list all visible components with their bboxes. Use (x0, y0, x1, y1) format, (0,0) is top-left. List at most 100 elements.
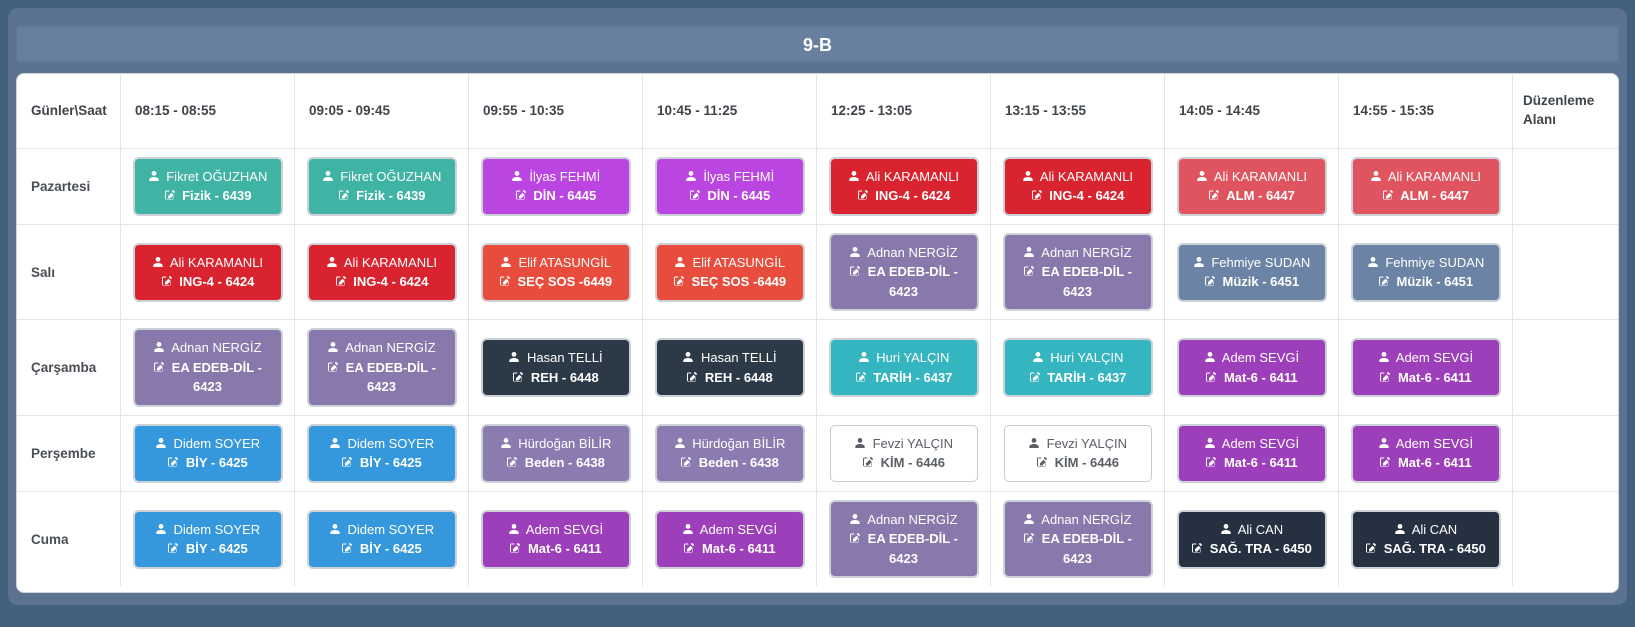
day-row-pazartesi: Pazartesi Fikret OĞUZHAN Fizik - 6439 Fi… (17, 147, 1618, 224)
lesson-course: Müzik - 6451 (1358, 272, 1494, 292)
lesson-badge[interactable]: Fikret OĞUZHAN Fizik - 6439 (134, 158, 281, 214)
lesson-teacher: Didem SOYER (140, 520, 276, 540)
user-icon (682, 522, 697, 537)
lesson-course: EA EDEB-DİL - 6423 (836, 262, 972, 301)
lesson-badge[interactable]: Ali KARAMANLI ING-4 - 6424 (1004, 158, 1151, 214)
edit-icon (1036, 455, 1051, 470)
lesson-cell: Huri YALÇIN TARİH - 6437 (991, 320, 1165, 415)
lesson-badge[interactable]: Ali CAN SAĞ. TRA - 6450 (1352, 511, 1499, 567)
lesson-badge[interactable]: Adem SEVGİ Mat-6 - 6411 (1178, 340, 1325, 396)
day-label: Salı (17, 224, 121, 320)
lesson-badge[interactable]: Adnan NERGİZ EA EDEB-DİL - 6423 (308, 330, 455, 405)
lesson-course: ALM - 6447 (1184, 186, 1320, 206)
lesson-badge[interactable]: Fehmiye SUDAN Müzik - 6451 (1178, 244, 1325, 300)
lesson-course: SAĞ. TRA - 6450 (1358, 539, 1494, 559)
time-header-3: 09:55 - 10:35 (469, 74, 643, 148)
lesson-badge[interactable]: Fehmiye SUDAN Müzik - 6451 (1352, 244, 1499, 300)
lesson-teacher: Hasan TELLİ (488, 348, 624, 368)
lesson-badge[interactable]: İlyas FEHMİ DİN - 6445 (482, 158, 629, 214)
lesson-cell: İlyas FEHMİ DİN - 6445 (643, 148, 817, 224)
lesson-course: BİY - 6425 (314, 539, 450, 559)
lesson-badge[interactable]: Huri YALÇIN TARİH - 6437 (1004, 340, 1151, 396)
lesson-badge[interactable]: Adnan NERGİZ EA EDEB-DİL - 6423 (1004, 234, 1151, 310)
lesson-cell: Ali KARAMANLI ALM - 6447 (1165, 148, 1339, 224)
user-icon (155, 436, 170, 451)
user-icon (1032, 350, 1047, 365)
lesson-badge[interactable]: Hasan TELLİ REH - 6448 (656, 340, 803, 396)
edit-icon (1023, 264, 1038, 279)
edit-icon (1208, 188, 1223, 203)
lesson-course: REH - 6448 (662, 368, 798, 388)
lesson-teacher: Fehmiye SUDAN (1358, 253, 1494, 273)
user-icon (1204, 350, 1219, 365)
lesson-badge[interactable]: Didem SOYER BİY - 6425 (308, 511, 455, 567)
lesson-badge[interactable]: Adem SEVGİ Mat-6 - 6411 (656, 511, 803, 567)
lesson-badge[interactable]: Adnan NERGİZ EA EDEB-DİL - 6423 (1004, 501, 1151, 577)
lesson-badge[interactable]: Adnan NERGİZ EA EDEB-DİL - 6423 (134, 330, 281, 405)
lesson-badge[interactable]: Ali KARAMANLI ING-4 - 6424 (134, 244, 281, 300)
lesson-teacher: Didem SOYER (314, 520, 450, 540)
lesson-badge[interactable]: Didem SOYER BİY - 6425 (134, 511, 281, 567)
lesson-badge[interactable]: Hürdoğan BİLİR Beden - 6438 (482, 425, 629, 481)
lesson-cell: Fehmiye SUDAN Müzik - 6451 (1339, 224, 1513, 320)
lesson-teacher: Adem SEVGİ (1184, 348, 1320, 368)
edit-area-cell (1513, 149, 1618, 224)
user-icon (500, 255, 515, 270)
user-icon (1220, 522, 1235, 537)
lesson-badge[interactable]: Ali KARAMANLI ALM - 6447 (1352, 158, 1499, 214)
user-icon (854, 436, 869, 451)
user-icon (155, 522, 170, 537)
edit-icon (1204, 274, 1219, 289)
lesson-badge[interactable]: Adem SEVGİ Mat-6 - 6411 (1352, 425, 1499, 481)
lesson-badge[interactable]: Didem SOYER BİY - 6425 (308, 425, 455, 481)
edit-icon (1205, 455, 1220, 470)
user-icon (849, 245, 864, 260)
lesson-badge[interactable]: Ali CAN SAĞ. TRA - 6450 (1178, 511, 1325, 567)
time-header-5: 12:25 - 13:05 (817, 74, 991, 148)
lesson-badge[interactable]: Huri YALÇIN TARİH - 6437 (830, 340, 977, 396)
lesson-course: Mat-6 - 6411 (1184, 368, 1320, 388)
lesson-badge[interactable]: Adem SEVGİ Mat-6 - 6411 (482, 511, 629, 567)
user-icon (1370, 169, 1385, 184)
lesson-badge[interactable]: Elif ATASUNGİL SEÇ SOS -6449 (482, 244, 629, 300)
lesson-cell: Fikret OĞUZHAN Fizik - 6439 (295, 148, 469, 224)
lesson-course: SEÇ SOS -6449 (488, 272, 624, 292)
lesson-badge[interactable]: Adem SEVGİ Mat-6 - 6411 (1352, 340, 1499, 396)
lesson-course: DİN - 6445 (488, 186, 624, 206)
edit-icon (855, 370, 870, 385)
lesson-course: EA EDEB-DİL - 6423 (140, 358, 276, 397)
lesson-cell: Adnan NERGİZ EA EDEB-DİL - 6423 (991, 491, 1165, 587)
lesson-teacher: Adem SEVGİ (662, 520, 798, 540)
lesson-cell: Hürdoğan BİLİR Beden - 6438 (643, 415, 817, 491)
lesson-teacher: Fevzi YALÇIN (1010, 434, 1146, 454)
lesson-cell: Adnan NERGİZ EA EDEB-DİL - 6423 (817, 491, 991, 587)
lesson-badge[interactable]: Fevzi YALÇIN KİM - 6446 (830, 425, 977, 481)
lesson-cell: Fevzi YALÇIN KİM - 6446 (991, 415, 1165, 491)
lesson-badge[interactable]: İlyas FEHMİ DİN - 6445 (656, 158, 803, 214)
lesson-badge[interactable]: Ali KARAMANLI ING-4 - 6424 (830, 158, 977, 214)
lesson-cell: Didem SOYER BİY - 6425 (295, 415, 469, 491)
lesson-cell: Fikret OĞUZHAN Fizik - 6439 (121, 148, 295, 224)
lesson-badge[interactable]: Fikret OĞUZHAN Fizik - 6439 (308, 158, 455, 214)
user-icon (685, 169, 700, 184)
corner-header: Günler\Saat (17, 74, 121, 148)
lesson-badge[interactable]: Hürdoğan BİLİR Beden - 6438 (656, 425, 803, 481)
lesson-course: KİM - 6446 (836, 453, 972, 473)
time-header-2: 09:05 - 09:45 (295, 74, 469, 148)
lesson-course: EA EDEB-DİL - 6423 (314, 358, 450, 397)
lesson-badge[interactable]: Adnan NERGİZ EA EDEB-DİL - 6423 (830, 234, 977, 310)
lesson-badge[interactable]: Didem SOYER BİY - 6425 (134, 425, 281, 481)
lesson-badge[interactable]: Adnan NERGİZ EA EDEB-DİL - 6423 (830, 501, 977, 577)
user-icon (682, 350, 697, 365)
lesson-badge[interactable]: Ali KARAMANLI ING-4 - 6424 (308, 244, 455, 300)
lesson-badge[interactable]: Elif ATASUNGİL SEÇ SOS -6449 (656, 244, 803, 300)
lesson-badge[interactable]: Ali KARAMANLI ALM - 6447 (1178, 158, 1325, 214)
user-icon (1196, 169, 1211, 184)
lesson-badge[interactable]: Hasan TELLİ REH - 6448 (482, 340, 629, 396)
lesson-badge[interactable]: Adem SEVGİ Mat-6 - 6411 (1178, 425, 1325, 481)
lesson-badge[interactable]: Fevzi YALÇIN KİM - 6446 (1004, 425, 1151, 481)
lesson-teacher: Adnan NERGİZ (1010, 243, 1146, 263)
day-label: Çarşamba (17, 320, 121, 415)
edit-icon (506, 455, 521, 470)
lesson-cell: Didem SOYER BİY - 6425 (121, 491, 295, 587)
